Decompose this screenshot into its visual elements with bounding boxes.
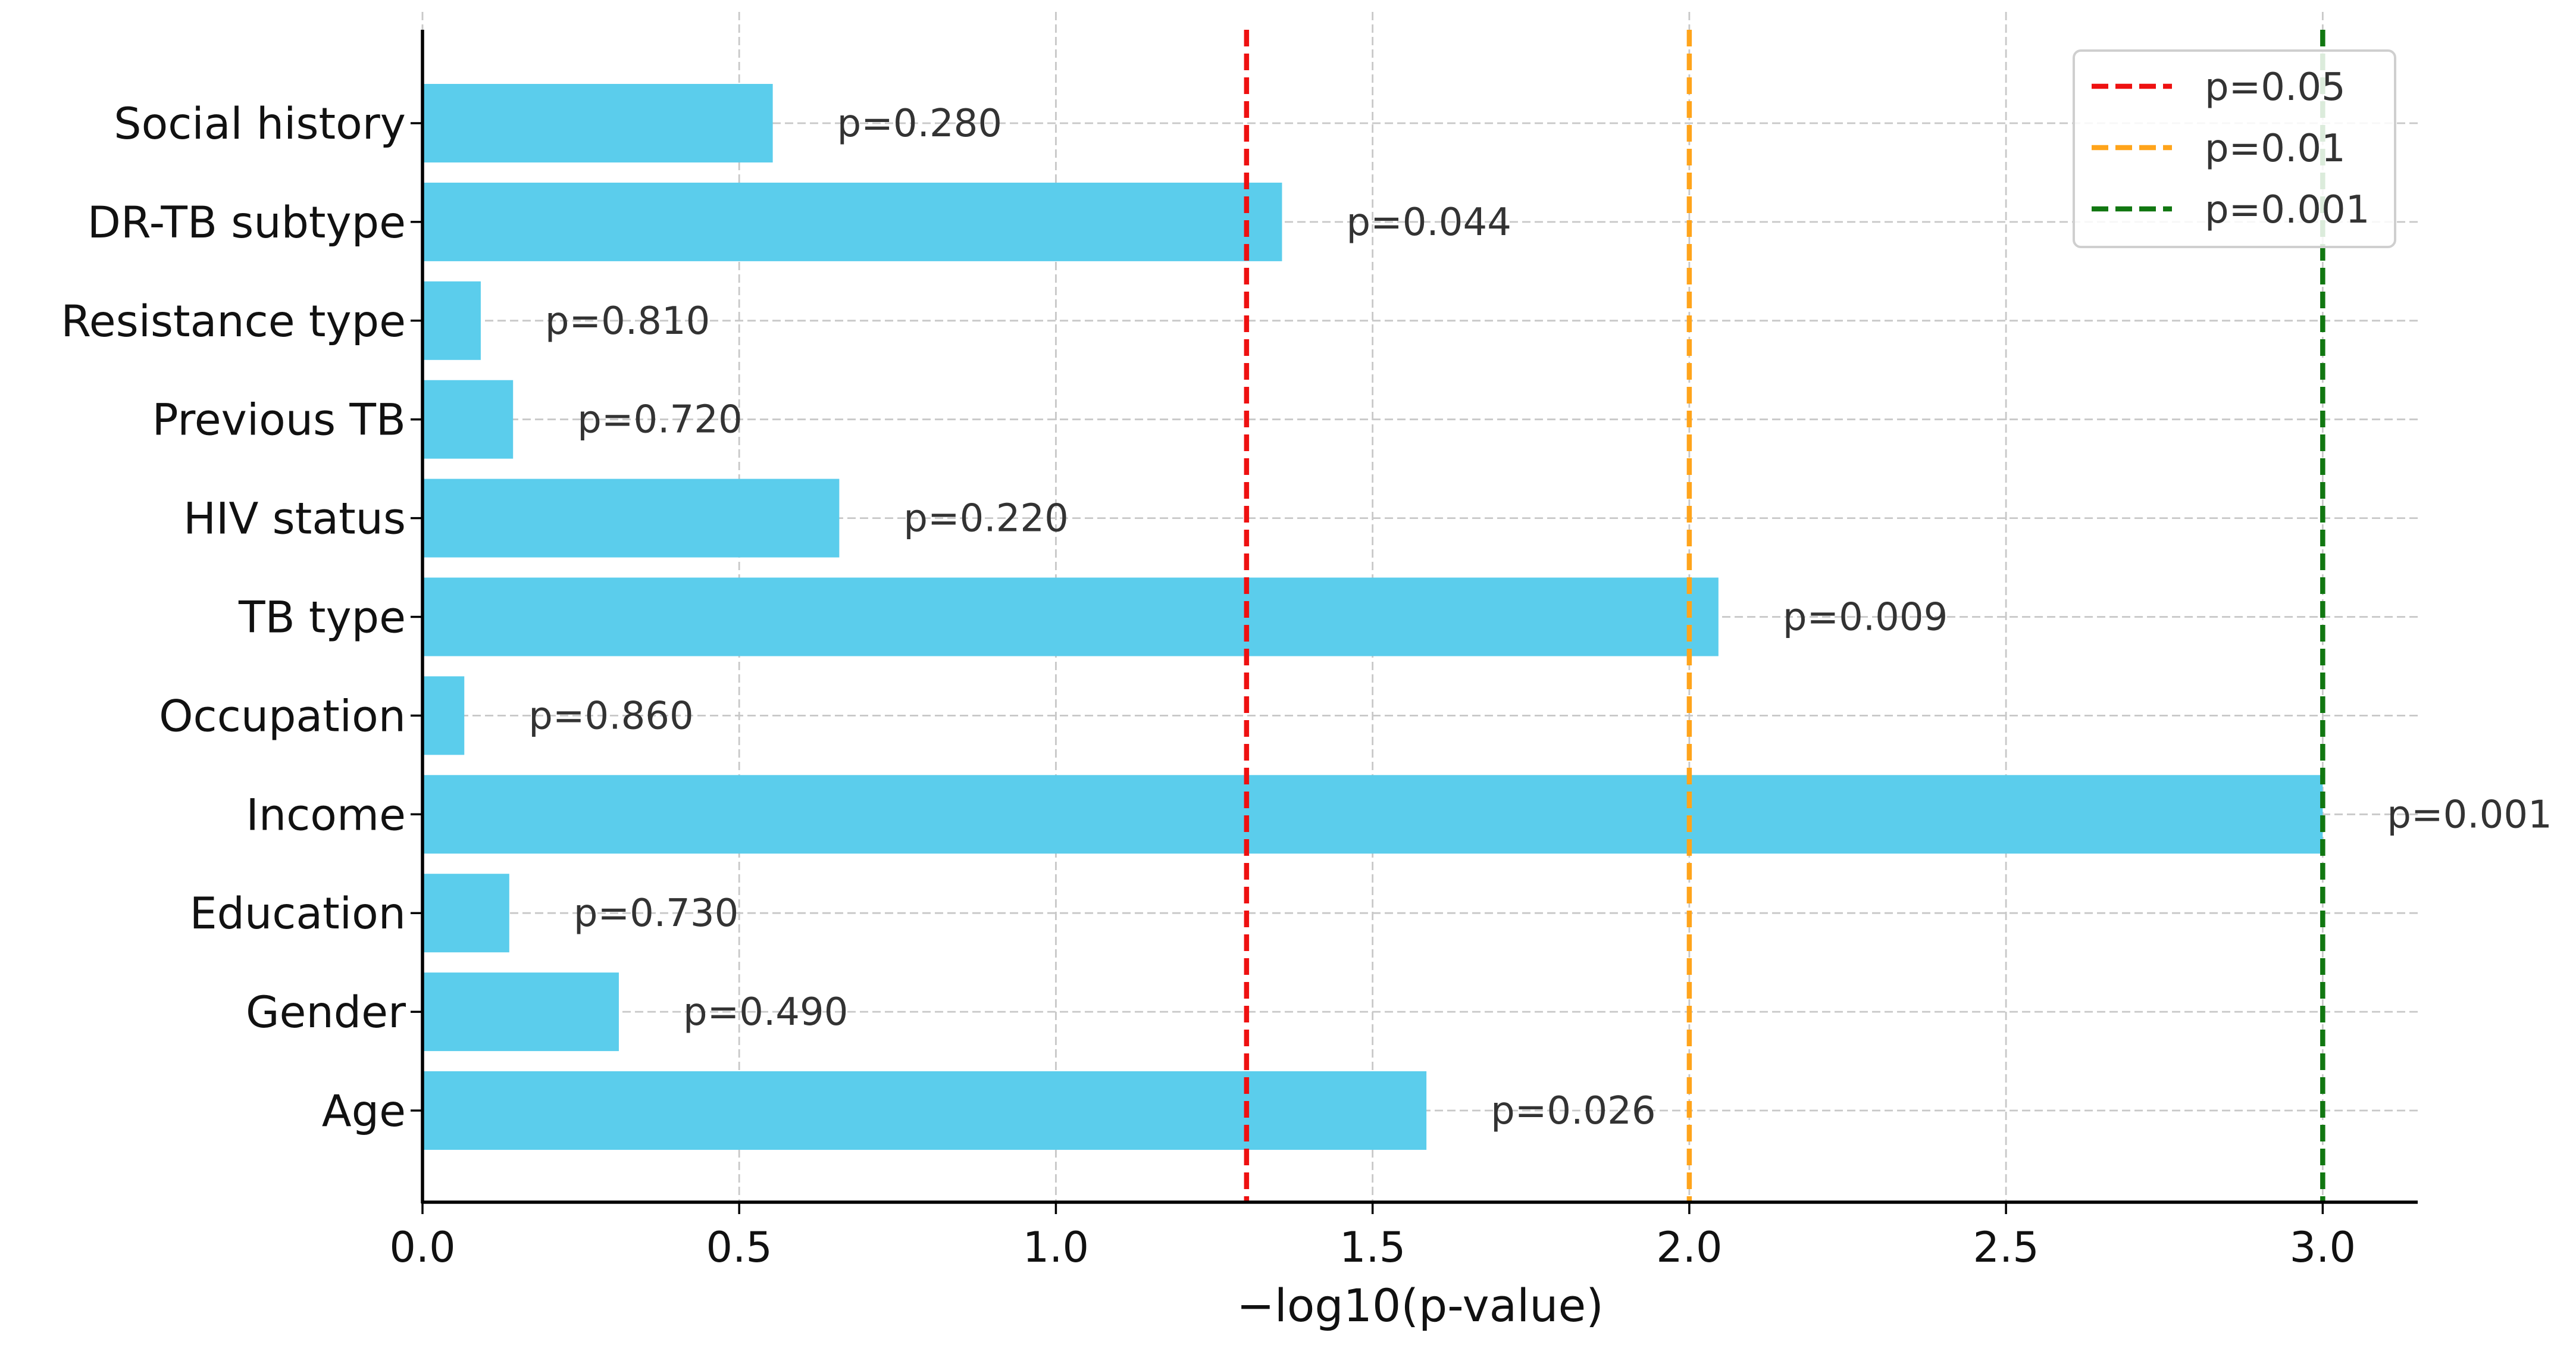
bar-value-label: p=0.044 [1346,201,1511,245]
bar-value-label: p=0.810 [545,299,710,343]
legend-box [2073,49,2396,248]
bar [422,84,773,162]
bar-value-label: p=0.490 [683,990,848,1034]
bar [422,182,1282,261]
axis-layer [411,30,2418,1214]
bar-layer [422,84,2323,1150]
category-label: Social history [114,99,406,149]
x-axis-title: −log10(p-value) [1237,1279,1604,1332]
category-label: Previous TB [152,395,406,446]
x-tick-label: 1.0 [1023,1223,1089,1272]
category-label: Income [246,790,406,840]
bar [422,676,465,755]
category-label: Education [190,889,406,939]
bar-value-label: p=0.220 [903,497,1068,541]
bar [422,775,2323,854]
x-tick-label: 1.5 [1339,1223,1406,1272]
x-tick-label: 2.5 [1973,1223,2039,1272]
legend-label: p=0.001 [2205,188,2370,232]
x-tick-label: 2.0 [1656,1223,1722,1272]
bar-value-label: p=0.001 [2387,793,2552,837]
legend: p=0.05 p=0.01 p=0.001 [2073,49,2396,248]
category-label: HIV status [183,494,406,545]
category-label: Age [322,1086,406,1137]
category-label: Resistance type [61,296,406,347]
bar-value-label: p=0.720 [577,398,742,442]
label-layer: 0.0 0.5 1.0 1.5 2.0 2.5 3.0 Social history DR-TB… [61,99,2552,1272]
x-tick-label: 0.0 [389,1223,455,1272]
category-label: DR-TB subtype [87,198,406,248]
bar [422,380,514,459]
category-label: Occupation [159,691,406,742]
bar [422,577,1719,656]
x-tick-label: 3.0 [2290,1223,2356,1272]
legend-label: p=0.05 [2205,65,2346,110]
bar [422,1071,1427,1150]
bar-value-label: p=0.730 [574,892,738,936]
category-label: TB type [238,593,406,643]
legend-label: p=0.01 [2205,127,2346,171]
bar-value-label: p=0.860 [528,694,693,738]
bar-value-label: p=0.026 [1491,1089,1655,1133]
bar-value-label: p=0.009 [1783,596,1948,640]
x-tick-label: 0.5 [706,1223,772,1272]
bar [422,281,481,360]
bar [422,972,619,1052]
bar [422,478,840,558]
category-label: Gender [246,987,406,1038]
bar-value-label: p=0.280 [837,102,1002,146]
bar [422,874,509,953]
